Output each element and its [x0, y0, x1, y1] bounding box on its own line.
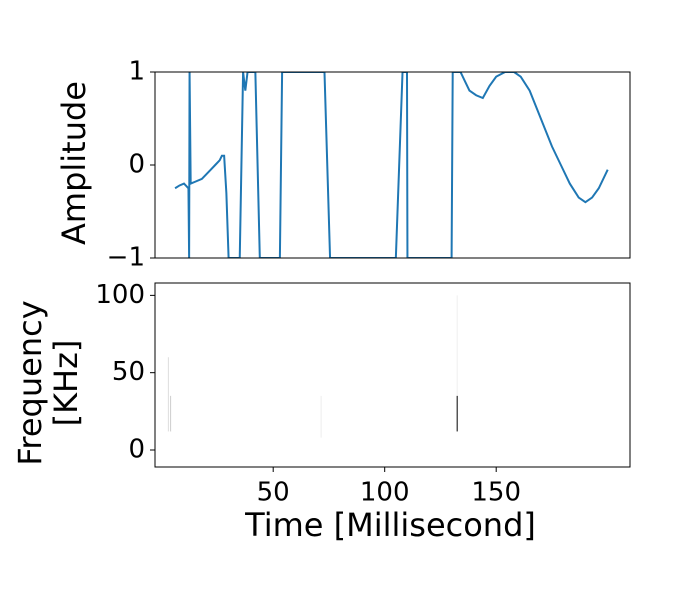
y-axis-label: Amplitude — [55, 81, 93, 245]
x-axis-label: Time [Millisecond] — [244, 506, 536, 544]
y-tick-label: 100 — [95, 280, 145, 310]
axes-frame — [154, 71, 631, 259]
x-tick-label: 50 — [257, 478, 290, 508]
y-tick-label: 50 — [112, 357, 145, 387]
y-tick-label: −1 — [107, 243, 145, 273]
y-tick-label: 1 — [128, 57, 145, 87]
y-tick-label: 0 — [128, 434, 145, 464]
waveform — [174, 72, 609, 258]
y-axis-label: [KHz] — [47, 340, 85, 427]
x-tick-label: 100 — [360, 478, 410, 508]
y-tick-label: 0 — [128, 150, 145, 180]
y-axis-label: Frequency — [11, 300, 49, 465]
axes-frame — [154, 282, 631, 468]
x-tick-label: 150 — [471, 478, 521, 508]
